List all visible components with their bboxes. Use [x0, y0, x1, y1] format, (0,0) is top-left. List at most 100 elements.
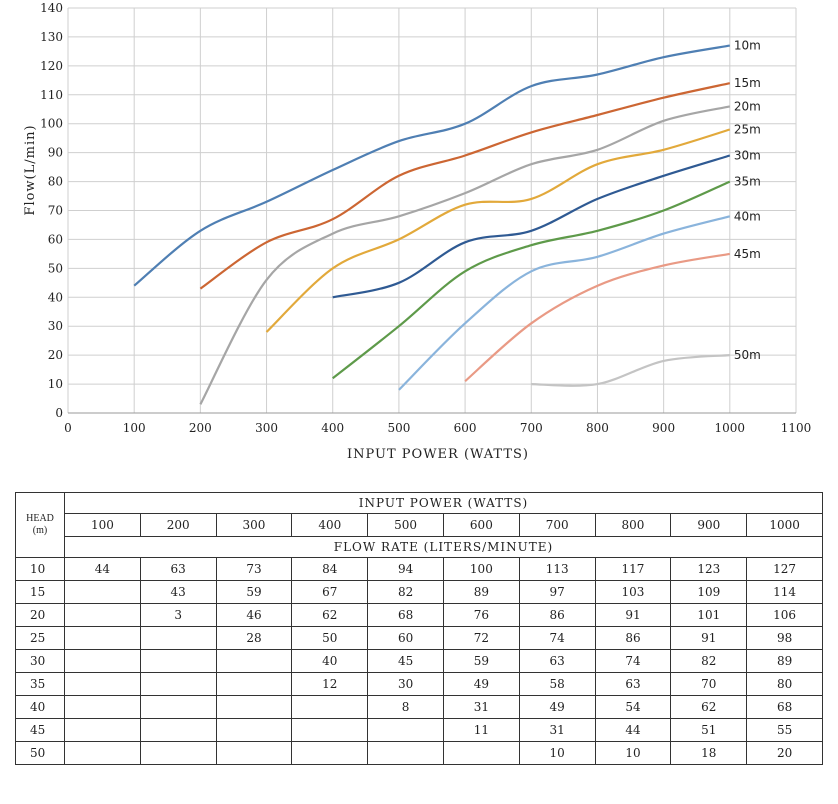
flow-cell: 20	[746, 741, 823, 765]
flow-cell: 51	[670, 718, 748, 742]
power-column-header: 700	[518, 513, 596, 537]
flow-cell: 44	[594, 718, 672, 742]
x-tick-label: 1100	[781, 421, 812, 435]
chart-ticks: 0 100 200 300 400 500 600 700 800 900 1000 1100 0 10 2…	[40, 1, 811, 435]
series-label-50m: 50m	[734, 348, 761, 362]
table-row: 30 40 45 59 63 74 82 89	[15, 649, 823, 673]
flow-cell: 74	[518, 626, 596, 650]
series-line-20m	[199, 105, 731, 405]
chart-grid	[67, 7, 797, 414]
x-tick-label: 100	[123, 421, 146, 435]
flow-cell	[139, 626, 217, 650]
flow-cell: 31	[518, 718, 596, 742]
flow-cell: 100	[442, 557, 520, 581]
flow-cell: 63	[518, 649, 596, 673]
power-column-header: 1000	[746, 513, 823, 537]
flow-cell: 73	[215, 557, 293, 581]
series-label-25m: 25m	[734, 123, 761, 137]
flow-cell: 18	[670, 741, 748, 765]
power-column-header: 900	[670, 513, 748, 537]
row-head-value: 15	[15, 580, 65, 604]
series-label-20m: 20m	[734, 99, 761, 113]
y-tick-label: 10	[48, 377, 63, 391]
flow-cell	[64, 603, 141, 627]
flow-cell: 101	[670, 603, 748, 627]
flow-cell: 31	[442, 695, 520, 719]
flow-cell: 11	[442, 718, 520, 742]
row-head-value: 10	[15, 557, 65, 581]
table-row: 50 10 10 18 20	[15, 741, 823, 765]
flow-cell	[215, 718, 293, 742]
flow-cell: 43	[139, 580, 217, 604]
y-tick-label: 30	[48, 319, 63, 333]
flow-cell: 8	[367, 695, 444, 719]
x-axis-title: INPUT POWER (WATTS)	[347, 447, 529, 462]
flow-cell: 80	[746, 672, 823, 696]
flow-cell	[215, 672, 293, 696]
flow-cell: 68	[367, 603, 444, 627]
flow-cell: 97	[518, 580, 596, 604]
flow-cell: 30	[367, 672, 444, 696]
power-column-header: 600	[442, 513, 520, 537]
flow-cell: 58	[518, 672, 596, 696]
flow-cell: 86	[594, 626, 672, 650]
flow-cell: 72	[442, 626, 520, 650]
flow-cell: 62	[670, 695, 748, 719]
flow-cell: 60	[367, 626, 444, 650]
row-head-value: 25	[15, 626, 65, 650]
flow-cell	[64, 741, 141, 765]
x-tick-label: 300	[255, 421, 278, 435]
y-tick-label: 70	[48, 204, 63, 218]
table-row: 45 11 31 44 51 55	[15, 718, 823, 742]
y-tick-label: 100	[40, 117, 63, 131]
x-tick-label: 500	[387, 421, 410, 435]
x-tick-label: 900	[652, 421, 675, 435]
flow-cell	[139, 718, 217, 742]
flow-caption-row: FLOW RATE (LITERS/MINUTE)	[16, 536, 823, 558]
y-tick-label: 120	[40, 59, 63, 73]
flow-cell: 82	[367, 580, 444, 604]
x-tick-label: 600	[454, 421, 477, 435]
table-row: 40 8 31 49 54 62 68	[15, 695, 823, 719]
x-tick-label: 400	[321, 421, 344, 435]
row-head-value: 30	[15, 649, 65, 673]
flow-cell: 86	[518, 603, 596, 627]
flow-cell: 113	[518, 557, 596, 581]
table-row: 35 12 30 49 58 63 70 80	[15, 672, 823, 696]
flow-cell: 12	[291, 672, 369, 696]
y-axis-title: Flow(L/min)	[23, 124, 38, 215]
flow-cell: 103	[594, 580, 672, 604]
series-label-10m: 10m	[734, 39, 761, 53]
flow-cell	[64, 695, 141, 719]
flow-cell	[64, 672, 141, 696]
y-tick-label: 20	[48, 348, 63, 362]
flow-cell: 54	[594, 695, 672, 719]
y-tick-label: 60	[48, 232, 63, 246]
power-columns-row: 100 200 300 400 500 600 700 800 900 1000	[16, 513, 823, 537]
flow-cell: 45	[367, 649, 444, 673]
series-line-15m	[199, 82, 731, 290]
series-line-40m	[398, 215, 731, 391]
flow-cell: 76	[442, 603, 520, 627]
flow-cell: 63	[594, 672, 672, 696]
power-column-header: 100	[64, 513, 141, 537]
y-tick-label: 110	[40, 88, 63, 102]
series-line-50m	[531, 354, 730, 387]
flow-cell	[215, 695, 293, 719]
flow-cell: 91	[594, 603, 672, 627]
flow-cell: 49	[442, 672, 520, 696]
head-unit: (m)	[32, 525, 48, 536]
table-row: 20 3 46 62 68 76 86 91 101 106	[15, 603, 823, 627]
flow-cell: 10	[518, 741, 596, 765]
flow-cell: 10	[594, 741, 672, 765]
y-tick-label: 40	[48, 290, 63, 304]
flow-cell	[291, 718, 369, 742]
row-head-value: 20	[15, 603, 65, 627]
flow-caption: FLOW RATE (LITERS/MINUTE)	[64, 536, 823, 558]
flow-cell: 74	[594, 649, 672, 673]
flow-cell: 89	[442, 580, 520, 604]
series-label-40m: 40m	[734, 209, 761, 223]
head-label: HEAD	[26, 513, 54, 524]
power-column-header: 800	[594, 513, 672, 537]
flow-cell: 106	[746, 603, 823, 627]
